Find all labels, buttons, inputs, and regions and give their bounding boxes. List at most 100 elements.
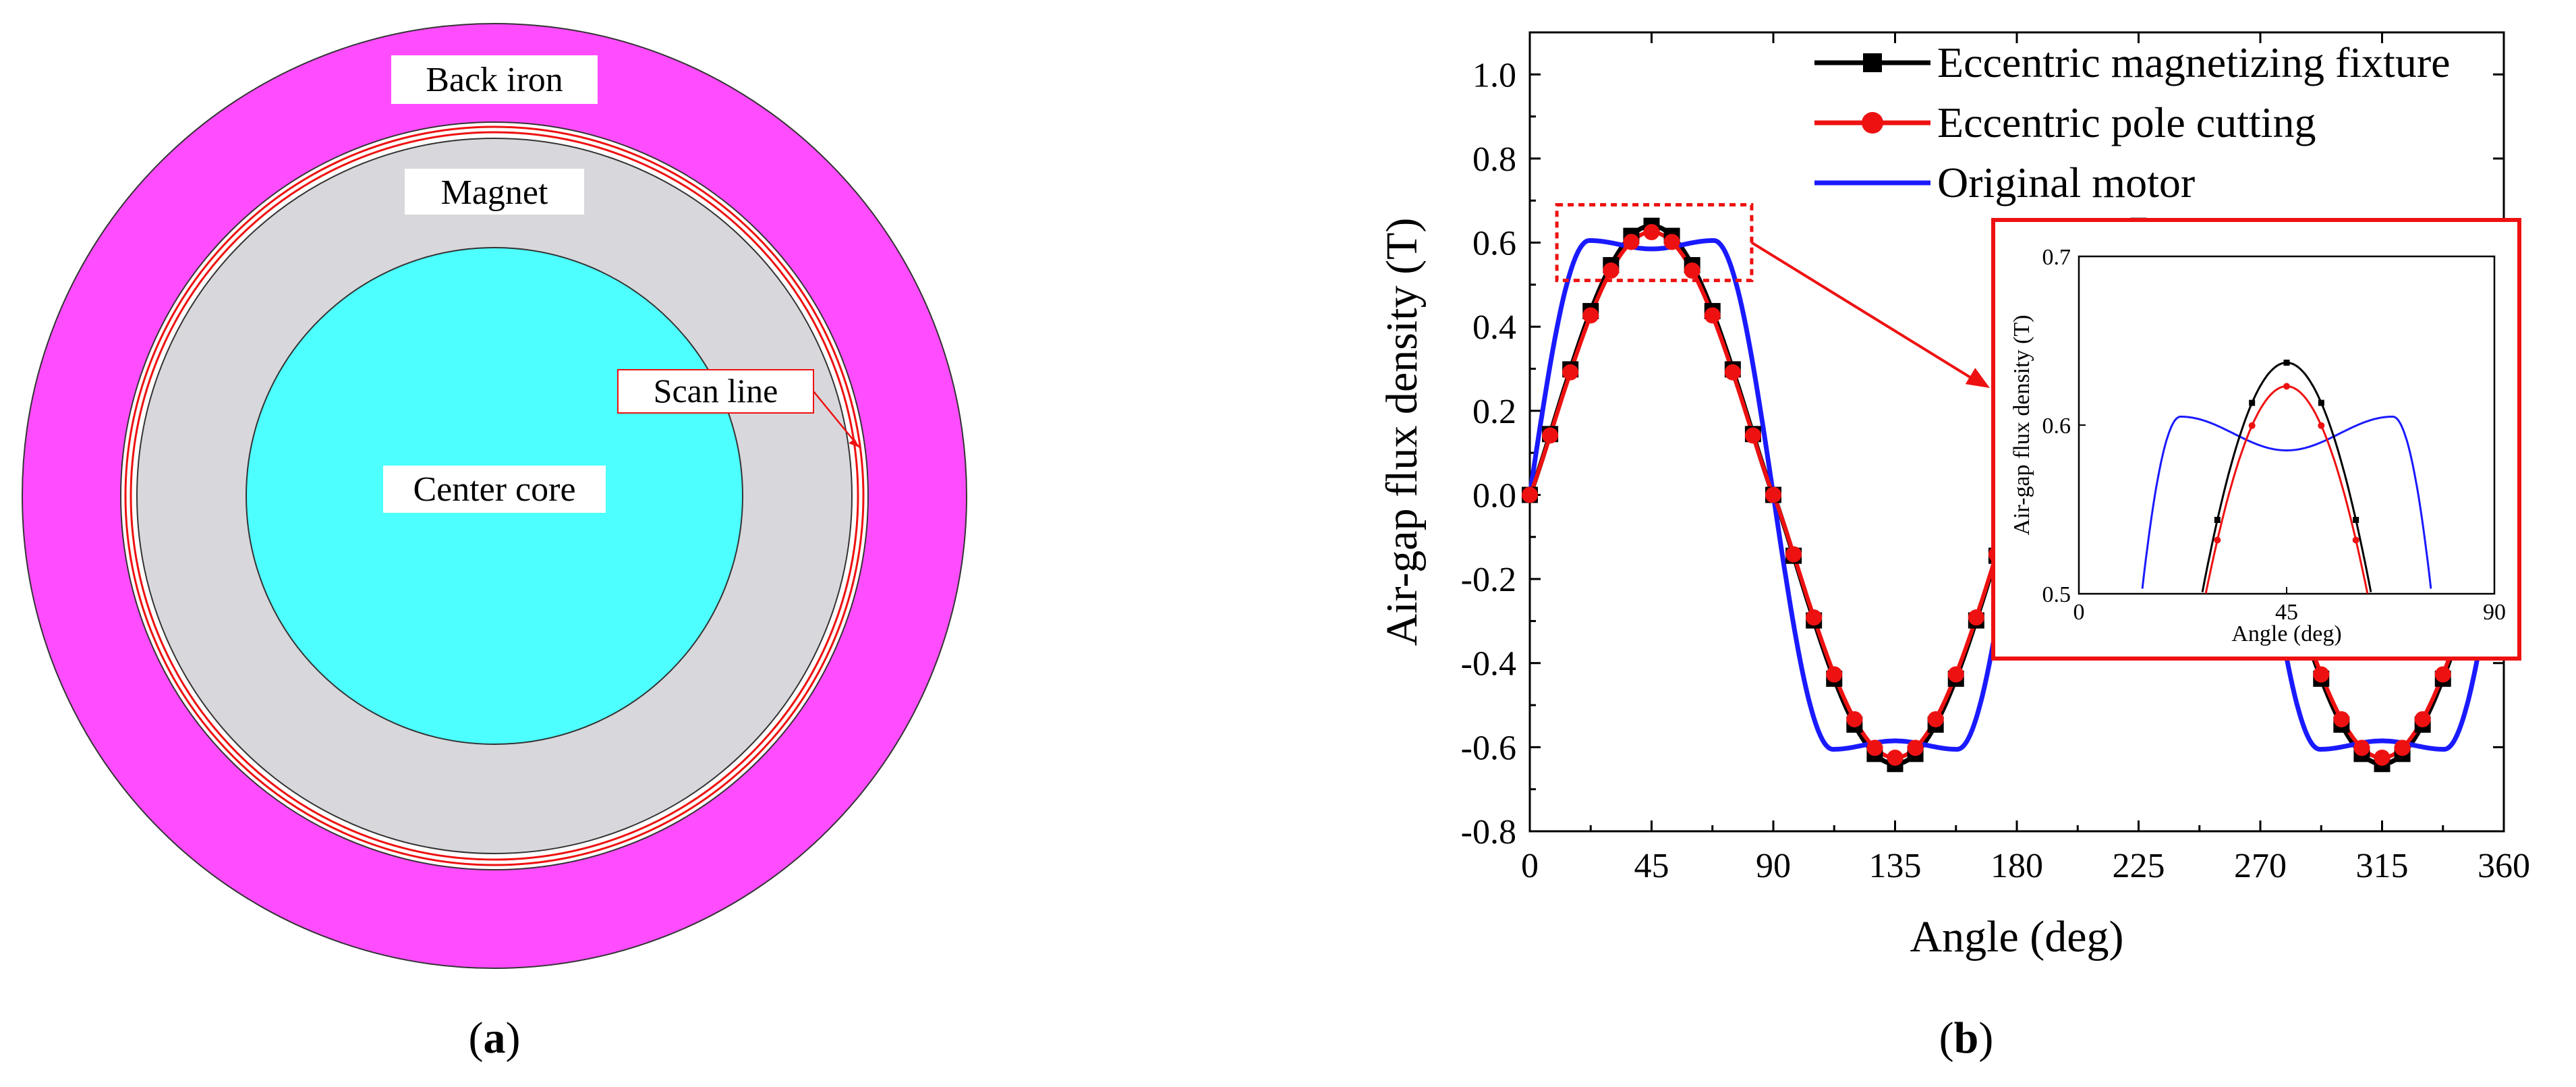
marker-pole-cutting [1968, 609, 1984, 626]
x-tick-label: 90 [1756, 847, 1791, 885]
marker-pole-cutting [2414, 710, 2431, 727]
x-tick-label: 180 [1991, 847, 2043, 885]
back-iron-label: Back iron [426, 61, 563, 99]
legend-entry-pole-cutting: Eccentric pole cutting [1814, 99, 2316, 146]
panel-b-chart: 0 45 90 135 180 225 270 315 360 -0.8 -0.6 -0.4 -0.2 0… [1377, 31, 2530, 1063]
inset-marker-pole-cutting [2352, 536, 2359, 544]
inset-x-tick-label: 45 [2275, 600, 2298, 625]
marker-pole-cutting [1603, 262, 1620, 279]
inset-series-line-original [2141, 416, 2432, 589]
marker-pole-cutting [1724, 364, 1741, 381]
back-iron-label-box [391, 55, 598, 104]
marker-pole-cutting [2434, 666, 2451, 683]
scan-line-leader-arrowhead [849, 439, 859, 447]
panel-b-caption-letter: b [1954, 1013, 1979, 1063]
legend-label-pole-cutting: Eccentric pole cutting [1937, 99, 2316, 146]
marker-pole-cutting [1785, 546, 1802, 563]
inset-series-markers [2214, 360, 2359, 544]
marker-pole-cutting [1765, 486, 1781, 503]
x-tick-label: 225 [2113, 847, 2165, 885]
marker-pole-cutting [1887, 749, 1904, 766]
inset-marker-pole-cutting [2248, 422, 2256, 429]
marker-pole-cutting [2374, 749, 2391, 766]
panel-a-caption-letter: a [484, 1013, 506, 1063]
scan-line-label: Scan line [654, 372, 778, 410]
inset-axis-ticks: 0 45 90 0.5 0.6 0.7 [2042, 245, 2507, 625]
inset-marker-pole-cutting [2283, 383, 2290, 390]
marker-pole-cutting [1704, 307, 1721, 324]
marker-pole-cutting [1826, 666, 1843, 683]
marker-pole-cutting [1623, 233, 1640, 250]
marker-pole-cutting [2313, 666, 2330, 683]
marker-pole-cutting [1927, 710, 1944, 727]
scan-line-outer [124, 126, 865, 866]
inset-marker-fixture [2318, 399, 2324, 406]
inset-y-tick-label: 0.6 [2042, 414, 2071, 439]
zoom-arrow [1750, 241, 1979, 383]
magnet-label-box [405, 169, 584, 215]
legend: Eccentric magnetizing fixture Eccentric … [1814, 38, 2451, 206]
marker-pole-cutting [2394, 740, 2411, 756]
legend-marker-circle [1862, 112, 1883, 134]
panel-a-caption: (a) [469, 1013, 521, 1063]
inset-y-axis-title: Air-gap flux density (T) [2009, 315, 2034, 536]
inset-marker-fixture [2214, 517, 2221, 524]
x-tick-label: 0 [1521, 847, 1539, 885]
marker-pole-cutting [1663, 233, 1680, 250]
center-core-label: Center core [413, 470, 575, 509]
main-y-axis-title: Air-gap flux density (T) [1377, 218, 1427, 646]
y-tick-label: -0.2 [1461, 561, 1516, 599]
inset-y-tick-label: 0.5 [2042, 582, 2071, 607]
marker-pole-cutting [1562, 364, 1579, 381]
marker-pole-cutting [1522, 486, 1538, 503]
marker-pole-cutting [1866, 740, 1883, 756]
inset-marker-fixture [2283, 360, 2290, 366]
panel-b-caption: (b) [1939, 1013, 1994, 1063]
marker-pole-cutting [1907, 740, 1924, 756]
marker-pole-cutting [2353, 740, 2370, 756]
marker-pole-cutting [1947, 666, 1964, 683]
y-tick-label: 0.2 [1472, 393, 1516, 431]
legend-entry-fixture: Eccentric magnetizing fixture [1814, 38, 2451, 86]
x-tick-label: 315 [2356, 847, 2409, 885]
y-tick-label: 0.8 [1472, 140, 1516, 179]
x-tick-label: 360 [2478, 847, 2530, 885]
scan-line-inner [130, 131, 859, 861]
marker-pole-cutting [1846, 710, 1863, 727]
y-tick-label: -0.6 [1461, 729, 1516, 767]
inset-outer-frame [1991, 218, 2521, 661]
inset-x-tick-label: 90 [2483, 600, 2506, 625]
marker-pole-cutting [1684, 262, 1700, 279]
marker-pole-cutting [1542, 427, 1559, 444]
inset-marker-pole-cutting [2318, 422, 2325, 429]
inset-marker-pole-cutting [2214, 536, 2221, 544]
panel-a-rotor-diagram: Back iron Magnet Center core Scan line (… [22, 23, 967, 1063]
inset-x-tick-label: 0 [2073, 600, 2085, 625]
inset-x-axis-title: Angle (deg) [2231, 621, 2341, 646]
y-tick-label: -0.8 [1461, 813, 1516, 852]
y-tick-label: 1.0 [1472, 56, 1516, 94]
legend-label-fixture: Eccentric magnetizing fixture [1937, 38, 2451, 86]
x-tick-label: 135 [1869, 847, 1922, 885]
marker-pole-cutting [1744, 427, 1761, 444]
x-tick-label: 45 [1634, 847, 1669, 885]
legend-marker-square [1863, 53, 1882, 72]
inset-zoom: 0 45 90 0.5 0.6 0.7 Angle (deg) Air-gap flux … [1991, 218, 2521, 661]
marker-pole-cutting [1582, 307, 1599, 324]
main-x-axis-title: Angle (deg) [1910, 912, 2123, 961]
marker-pole-cutting [1643, 224, 1660, 240]
y-tick-label: 0.4 [1472, 308, 1516, 347]
main-axis-ticks: 0 45 90 135 180 225 270 315 360 -0.8 -0.6 -0.4 -0.2 0… [1461, 31, 2530, 885]
legend-label-original: Original motor [1937, 159, 2195, 206]
marker-pole-cutting [1806, 609, 1823, 626]
y-tick-label: 0.6 [1472, 225, 1516, 263]
y-tick-label: 0.0 [1472, 476, 1516, 515]
marker-pole-cutting [2333, 710, 2350, 727]
scan-line-leader [813, 391, 860, 448]
legend-entry-original: Original motor [1814, 159, 2195, 206]
center-core-label-box [383, 466, 606, 513]
inset-y-tick-label: 0.7 [2042, 245, 2071, 270]
magnet-label: Magnet [441, 173, 548, 212]
inset-marker-fixture [2249, 399, 2256, 406]
